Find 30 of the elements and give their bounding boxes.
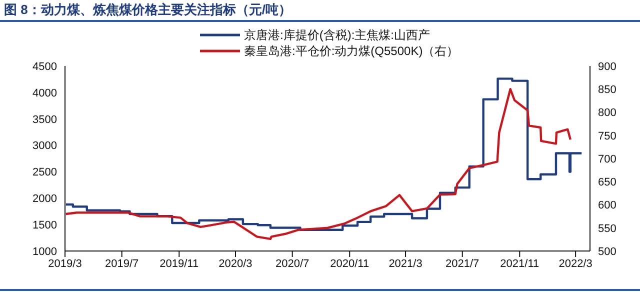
y2-tick-label: 550 xyxy=(598,222,616,235)
x-tick-label: 2019/7 xyxy=(105,258,139,270)
x-tick-label: 2020/3 xyxy=(218,258,252,270)
chart-title: 图 8：动力煤、炼焦煤价格主要关注指标（元/吨） xyxy=(0,0,640,22)
y-tick-label: 1000 xyxy=(32,246,57,258)
legend-label: 秦皇岛港:平仓价:动力煤(Q5500K)（右） xyxy=(244,44,459,58)
y2-tick-label: 750 xyxy=(598,130,616,142)
x-tick-label: 2020/11 xyxy=(330,258,370,270)
y-tick-label: 4500 xyxy=(32,60,57,73)
y-tick-label: 1500 xyxy=(32,219,57,232)
x-tick-label: 2019/3 xyxy=(48,258,82,270)
y2-tick-label: 900 xyxy=(598,60,616,73)
x-tick-label: 2021/7 xyxy=(446,258,480,270)
y2-tick-label: 600 xyxy=(598,200,616,212)
x-tick-label: 2022/3 xyxy=(558,258,592,270)
y-tick-label: 2500 xyxy=(32,166,57,179)
y2-tick-label: 800 xyxy=(598,107,616,120)
y2-tick-label: 650 xyxy=(598,176,616,189)
x-tick-label: 2019/11 xyxy=(160,258,199,270)
y2-tick-label: 850 xyxy=(598,84,616,96)
y2-tick-label: 700 xyxy=(598,153,616,166)
y-tick-label: 4000 xyxy=(32,87,57,100)
y-tick-label: 3500 xyxy=(32,114,57,126)
y-tick-label: 2000 xyxy=(32,193,57,206)
legend-label: 京唐港:库提价(含税):主焦煤:山西产 xyxy=(244,28,430,42)
y-tick-label: 3000 xyxy=(32,140,57,152)
x-tick-label: 2021/11 xyxy=(500,258,540,270)
x-tick-label: 2021/3 xyxy=(388,258,422,270)
y2-tick-label: 500 xyxy=(598,246,616,258)
x-tick-label: 2020/7 xyxy=(276,258,310,270)
